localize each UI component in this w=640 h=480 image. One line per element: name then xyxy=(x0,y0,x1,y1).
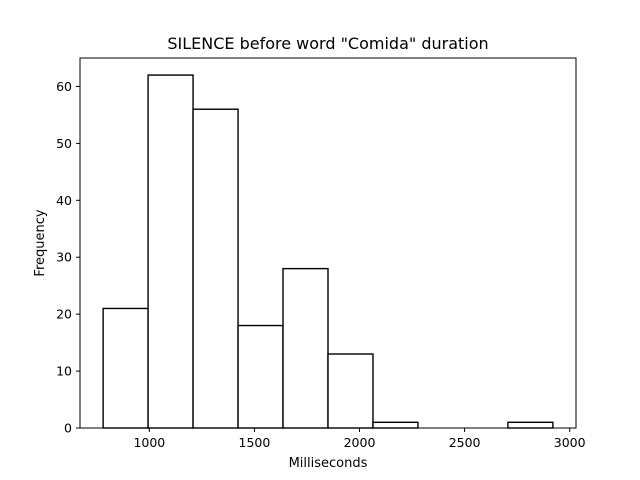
histogram-bar-10 xyxy=(507,421,554,429)
histogram-bar-6 xyxy=(327,353,374,429)
histogram-bar-2 xyxy=(147,74,194,429)
y-tick-label-20: 20 xyxy=(56,307,72,322)
x-tick-label-2000: 2000 xyxy=(344,435,376,450)
x-axis-label: Milliseconds xyxy=(289,456,368,471)
y-tick-label-30: 30 xyxy=(56,250,72,265)
y-axis-label: Frequency xyxy=(33,209,48,276)
axes-frame xyxy=(79,57,577,429)
y-axis-ticks: 0 10 20 30 40 50 60 xyxy=(56,79,80,436)
chart-title: SILENCE before word "Comida" duration xyxy=(167,34,488,53)
bars-layer xyxy=(102,74,554,429)
y-tick-label-40: 40 xyxy=(56,193,72,208)
y-tick-label-60: 60 xyxy=(56,79,72,94)
x-axis-ticks: 1000 1500 2000 2500 3000 xyxy=(133,428,586,450)
histogram-bar-4 xyxy=(237,324,284,429)
histogram-bar-3 xyxy=(192,108,239,429)
histogram-bar-5 xyxy=(282,267,329,429)
x-tick-label-1000: 1000 xyxy=(133,435,165,450)
x-tick-label-2500: 2500 xyxy=(449,435,481,450)
y-tick-label-50: 50 xyxy=(56,136,72,151)
x-tick-label-1500: 1500 xyxy=(239,435,271,450)
y-tick-label-0: 0 xyxy=(64,421,72,436)
x-tick-label-3000: 3000 xyxy=(554,435,586,450)
y-tick-label-10: 10 xyxy=(56,364,72,379)
histogram-bar-7 xyxy=(372,421,419,429)
histogram-bar-1 xyxy=(102,307,149,429)
